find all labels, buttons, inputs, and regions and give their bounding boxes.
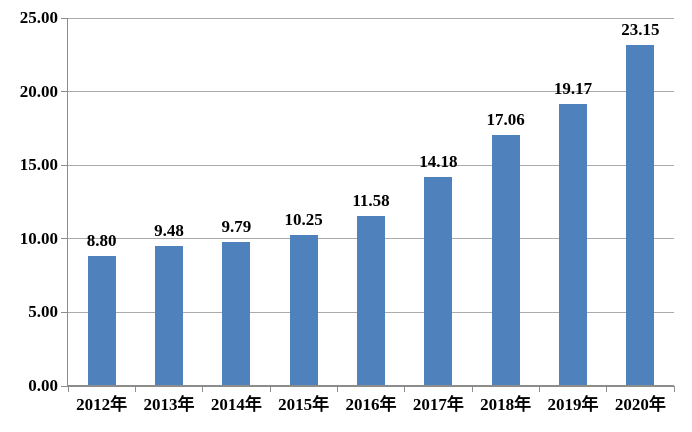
y-axis-label: 10.00	[19, 228, 58, 248]
bar	[357, 215, 385, 386]
bar	[559, 103, 587, 386]
x-axis-tick	[538, 386, 540, 392]
bar-value-label: 17.06	[486, 109, 525, 129]
y-axis-label: 15.00	[19, 155, 58, 175]
bar-value-label: 9.48	[154, 221, 184, 241]
gridline	[68, 91, 674, 93]
x-axis-label: 2013年	[143, 395, 195, 414]
y-axis-label: 5.00	[28, 302, 58, 322]
x-axis-tick	[134, 386, 136, 392]
x-axis-tick	[673, 386, 675, 392]
y-axis-label: 20.00	[19, 81, 58, 101]
x-axis-label: 2020年	[614, 395, 666, 414]
x-axis-label: 2016年	[345, 395, 397, 414]
y-axis-line	[67, 18, 68, 386]
bar-value-label: 14.18	[419, 152, 458, 172]
y-axis-label: 0.00	[28, 376, 58, 395]
y-axis-tick	[61, 91, 68, 93]
y-axis-tick	[61, 385, 68, 387]
bar-value-label: 11.58	[352, 190, 390, 210]
bar	[289, 235, 318, 386]
x-axis-tick	[269, 386, 271, 392]
bar-value-label: 23.15	[621, 20, 660, 40]
bar	[155, 246, 183, 386]
bar-value-label: 10.25	[284, 210, 323, 230]
y-axis-label: 25.00	[19, 8, 58, 27]
x-axis-label: 2018年	[480, 395, 532, 414]
bar-value-label: 8.80	[86, 231, 117, 251]
x-axis-tick	[67, 386, 69, 392]
y-axis-tick	[61, 238, 68, 240]
x-axis-label: 2019年	[547, 395, 599, 414]
y-axis-tick	[61, 17, 68, 19]
x-axis-tick	[471, 386, 473, 392]
bar	[222, 241, 251, 386]
x-axis-line	[68, 385, 674, 387]
x-axis-label: 2014年	[210, 395, 262, 414]
bar	[87, 256, 116, 386]
gridline	[68, 164, 674, 166]
bar	[424, 177, 453, 386]
x-axis-label: 2015年	[278, 395, 330, 414]
x-axis-label: 2012年	[76, 395, 128, 414]
x-axis-tick	[336, 386, 338, 392]
bar	[491, 134, 520, 386]
bar-value-label: 9.79	[221, 216, 252, 236]
bar-value-label: 19.17	[553, 78, 593, 98]
x-axis-label: 2017年	[412, 395, 464, 414]
y-axis-tick	[61, 311, 68, 313]
x-axis-tick	[202, 386, 204, 392]
bar	[626, 45, 655, 386]
x-axis-tick	[606, 386, 608, 392]
y-axis-tick	[61, 164, 68, 166]
gridline	[68, 17, 674, 19]
x-axis-tick	[404, 386, 406, 392]
